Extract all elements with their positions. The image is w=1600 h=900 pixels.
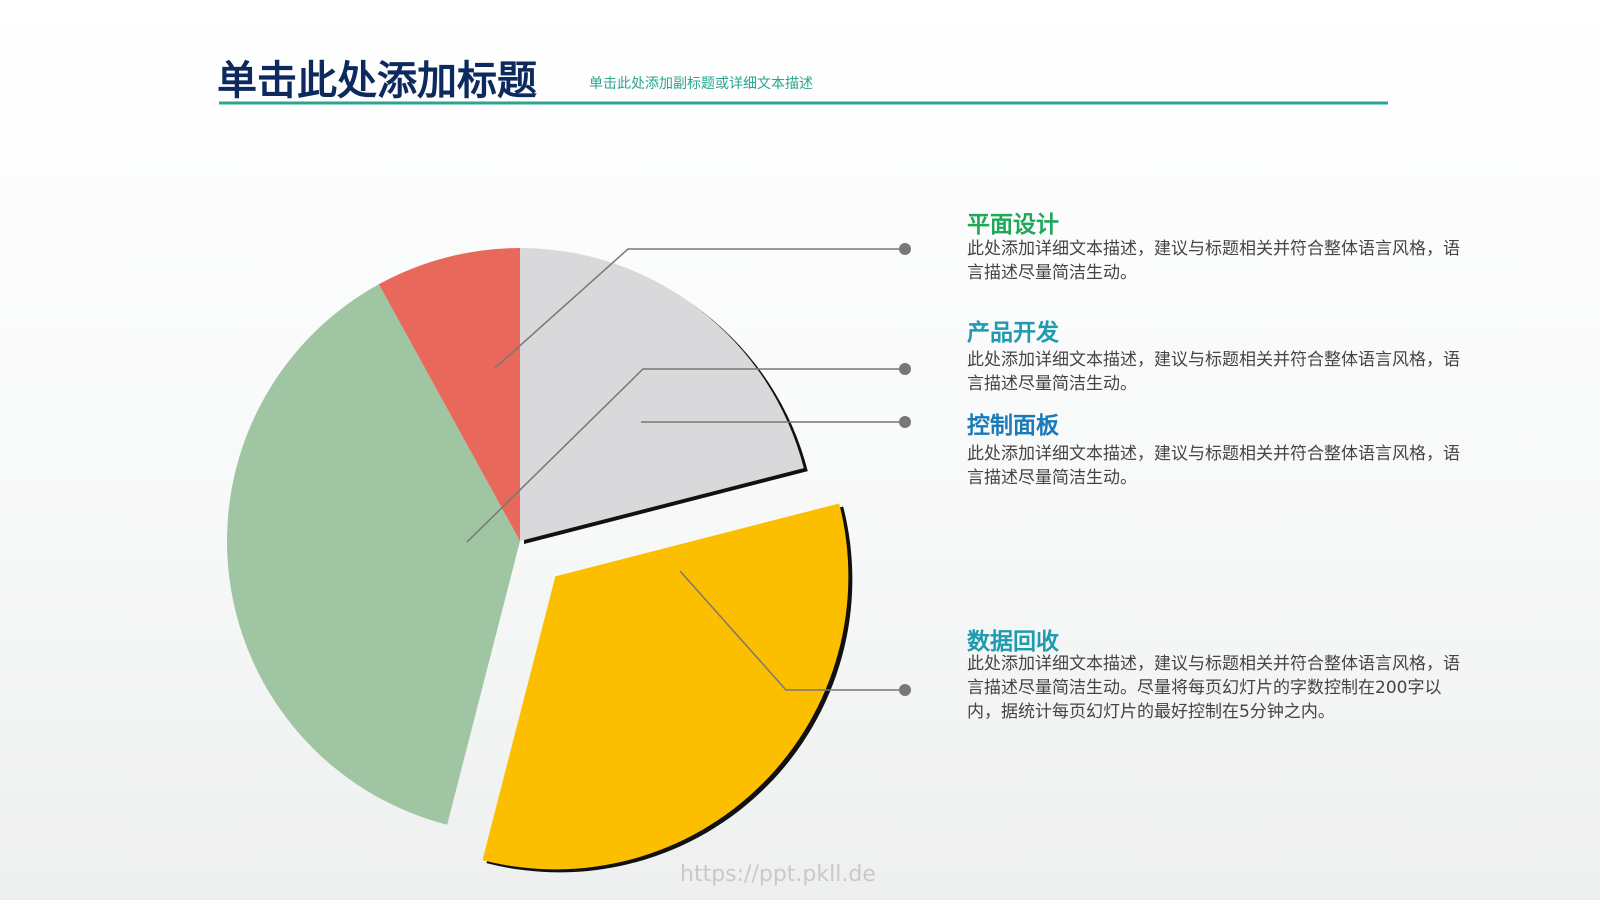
leader-dot — [899, 684, 911, 696]
title: 单击此处添加标题 — [217, 58, 537, 104]
label-heading: 平面设计 — [967, 212, 1059, 238]
leader-dot — [899, 243, 911, 255]
leader-line — [679, 570, 905, 691]
leader-dot — [899, 363, 911, 375]
leader-dot — [899, 416, 911, 428]
pie-slice — [378, 248, 520, 541]
label-heading: 控制面板 — [967, 413, 1059, 439]
label-description: 此处添加详细文本描述，建议与标题相关并符合整体语言风格，语言描述尽量简洁生动。 — [967, 350, 1460, 394]
leader-line — [494, 248, 905, 369]
watermark: https://ppt.pkll.de — [680, 862, 876, 887]
leader-line — [466, 368, 905, 543]
pie-slice — [227, 284, 521, 825]
subtitle: 单击此处添加副标题或详细文本描述 — [589, 76, 813, 92]
label-description: 此处添加详细文本描述，建议与标题相关并符合整体语言风格，语言描述尽量简洁生动。尽… — [967, 654, 1460, 722]
pie — [227, 248, 853, 873]
pie-slice — [482, 503, 849, 870]
label-description: 此处添加详细文本描述，建议与标题相关并符合整体语言风格，语言描述尽量简洁生动。 — [967, 239, 1460, 283]
label-heading: 产品开发 — [967, 320, 1059, 346]
leader-dots — [899, 243, 911, 696]
label-heading: 数据回收 — [967, 629, 1059, 655]
leader-lines — [466, 248, 905, 691]
label-description: 此处添加详细文本描述，建议与标题相关并符合整体语言风格，语言描述尽量简洁生动。 — [967, 444, 1460, 488]
pie-slice — [520, 248, 804, 541]
